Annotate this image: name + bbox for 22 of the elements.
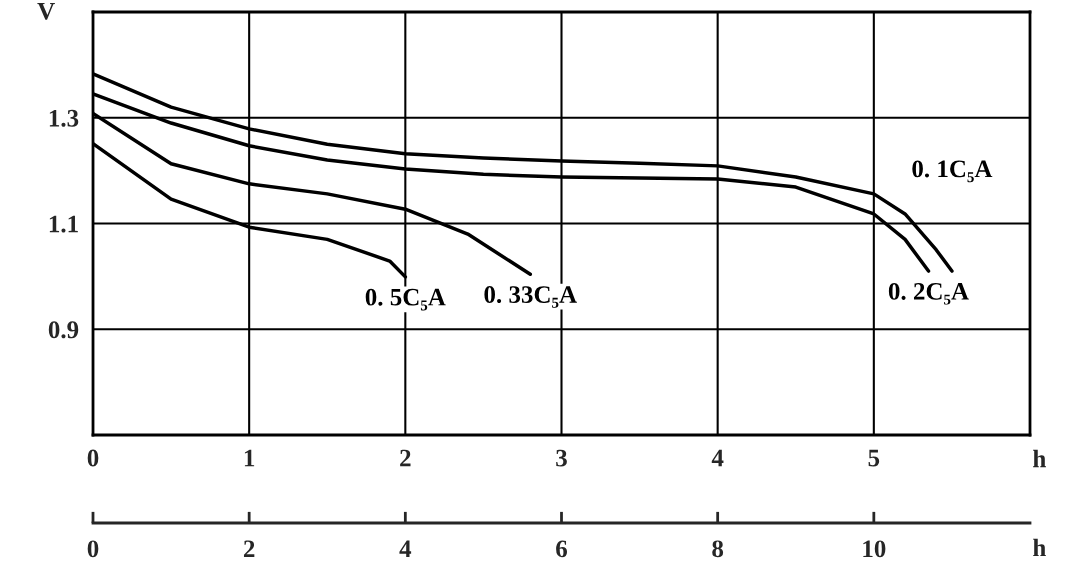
x-axis-title: h [1033,449,1046,468]
y-axis-title: V [37,2,55,20]
x2-tick-label: 4 [399,540,412,558]
series-label: 0. 33C₅A [484,286,577,308]
series-label: 0. 1C₅A [912,160,993,183]
x2-tick-label: 10 [863,540,886,558]
series-label: 0. 2C₅A [888,282,969,305]
x-tick-label: 0 [87,449,99,467]
x2-axis-title: h [1033,538,1046,556]
x-tick-label: 1 [244,449,255,467]
x-tick-label: 3 [556,449,567,467]
x2-tick-label: 0 [87,540,99,558]
x2-tick-label: 8 [712,540,724,558]
x-tick-label: 4 [711,449,724,467]
series-label: 0. 5C₅A [365,288,446,311]
y-tick-label: 1.1 [49,215,78,233]
x-tick-label: 5 [868,449,880,467]
x2-tick-label: 2 [243,540,255,558]
x2-tick-label: 6 [556,540,568,558]
y-tick-label: 0.9 [48,321,79,339]
y-tick-label: 1.3 [49,109,79,127]
x-tick-label: 2 [400,449,411,467]
